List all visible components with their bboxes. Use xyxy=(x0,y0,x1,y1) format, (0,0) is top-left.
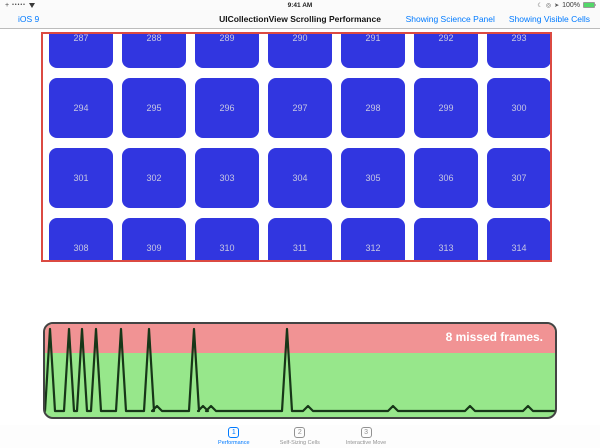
tab-item-self-sizing-cells[interactable]: 2 Self-Sizing Cells xyxy=(280,427,320,446)
collection-cell[interactable]: 309 xyxy=(122,218,186,260)
collection-cell[interactable]: 287 xyxy=(49,34,113,68)
collection-cell[interactable]: 310 xyxy=(195,218,259,260)
status-time: 9:41 AM xyxy=(287,1,313,9)
collection-cell[interactable]: 291 xyxy=(341,34,405,68)
collection-cell[interactable]: 314 xyxy=(487,218,550,260)
collection-view[interactable]: 287 288 289 290 291 292 293 294 295 296 297 298 299 3… xyxy=(41,32,552,262)
missed-frames-zone xyxy=(45,324,555,353)
tab-item-performance[interactable]: 1 Performance xyxy=(214,427,254,446)
tab-number-icon: 2 xyxy=(294,427,306,438)
nav-link[interactable]: Showing Visible Cells xyxy=(508,14,590,24)
collection-cell[interactable]: 302 xyxy=(122,148,186,208)
collection-cell[interactable]: 293 xyxy=(487,34,550,68)
collection-cell[interactable]: 289 xyxy=(195,34,259,68)
back-button[interactable]: iOS 9 xyxy=(18,14,40,24)
location-arrow-icon: ➤ xyxy=(554,2,560,9)
navigation-bar: iOS 9 UICollectionView Scrolling Perform… xyxy=(0,10,600,29)
nav-link[interactable]: Showing Science Panel xyxy=(405,14,495,24)
collection-cell[interactable]: 306 xyxy=(414,148,478,208)
collection-cell[interactable]: 298 xyxy=(341,78,405,138)
collection-cell[interactable]: 313 xyxy=(414,218,478,260)
tab-label: Performance xyxy=(218,439,250,446)
missed-frames-label: 8 missed frames. xyxy=(445,330,543,344)
status-bar: + ••••• 9:41 AM ☾ ◎ ➤ 100% xyxy=(0,0,600,10)
collection-cell[interactable]: 292 xyxy=(414,34,478,68)
battery-icon xyxy=(583,1,596,9)
collection-cell[interactable]: 305 xyxy=(341,148,405,208)
carrier-icon: + xyxy=(5,1,10,9)
frame-time-trace-chart xyxy=(45,327,555,413)
collection-cell[interactable]: 308 xyxy=(49,218,113,260)
moon-icon: ☾ xyxy=(537,2,543,9)
status-left: + ••••• xyxy=(5,2,35,9)
tab-number-icon: 3 xyxy=(360,427,372,438)
collection-cell[interactable]: 290 xyxy=(268,34,332,68)
signal-dots-icon: ••••• xyxy=(12,2,26,8)
cells-scroll-area[interactable]: 287 288 289 290 291 292 293 294 295 296 297 298 299 3… xyxy=(43,34,550,260)
collection-cell[interactable]: 296 xyxy=(195,78,259,138)
collection-cell[interactable]: 299 xyxy=(414,78,478,138)
wifi-icon xyxy=(28,2,35,8)
collection-cell[interactable]: 300 xyxy=(487,78,550,138)
collection-cell[interactable]: 312 xyxy=(341,218,405,260)
cell-grid: 287 288 289 290 291 292 293 294 295 296 297 298 299 3… xyxy=(43,34,550,260)
collection-cell[interactable]: 288 xyxy=(122,34,186,68)
collection-cell[interactable]: 295 xyxy=(122,78,186,138)
collection-cell[interactable]: 294 xyxy=(49,78,113,138)
tab-number-icon: 1 xyxy=(228,427,240,438)
orientation-lock-icon: ◎ xyxy=(545,2,552,9)
tab-item-interactive-move[interactable]: 3 Interactive Move xyxy=(346,427,386,446)
trace-line xyxy=(45,327,555,413)
tab-label: Self-Sizing Cells xyxy=(279,439,320,446)
battery-percent: 100% xyxy=(562,1,580,9)
tab-bar: 1 Performance 2 Self-Sizing Cells 3 Interacti… xyxy=(0,425,600,448)
collection-cell[interactable]: 311 xyxy=(268,218,332,260)
science-panel: 8 missed frames. xyxy=(43,322,557,419)
page-title: UICollectionView Scrolling Performance xyxy=(219,14,381,24)
nav-right-links: Showing Science Panel Showing Visible Cel… xyxy=(406,14,590,24)
collection-cell[interactable]: 303 xyxy=(195,148,259,208)
collection-cell[interactable]: 297 xyxy=(268,78,332,138)
collection-cell[interactable]: 301 xyxy=(49,148,113,208)
tab-label: Interactive Move xyxy=(345,439,387,446)
collection-cell[interactable]: 307 xyxy=(487,148,550,208)
status-right: ☾ ◎ ➤ 100% xyxy=(537,1,596,9)
collection-cell[interactable]: 304 xyxy=(268,148,332,208)
